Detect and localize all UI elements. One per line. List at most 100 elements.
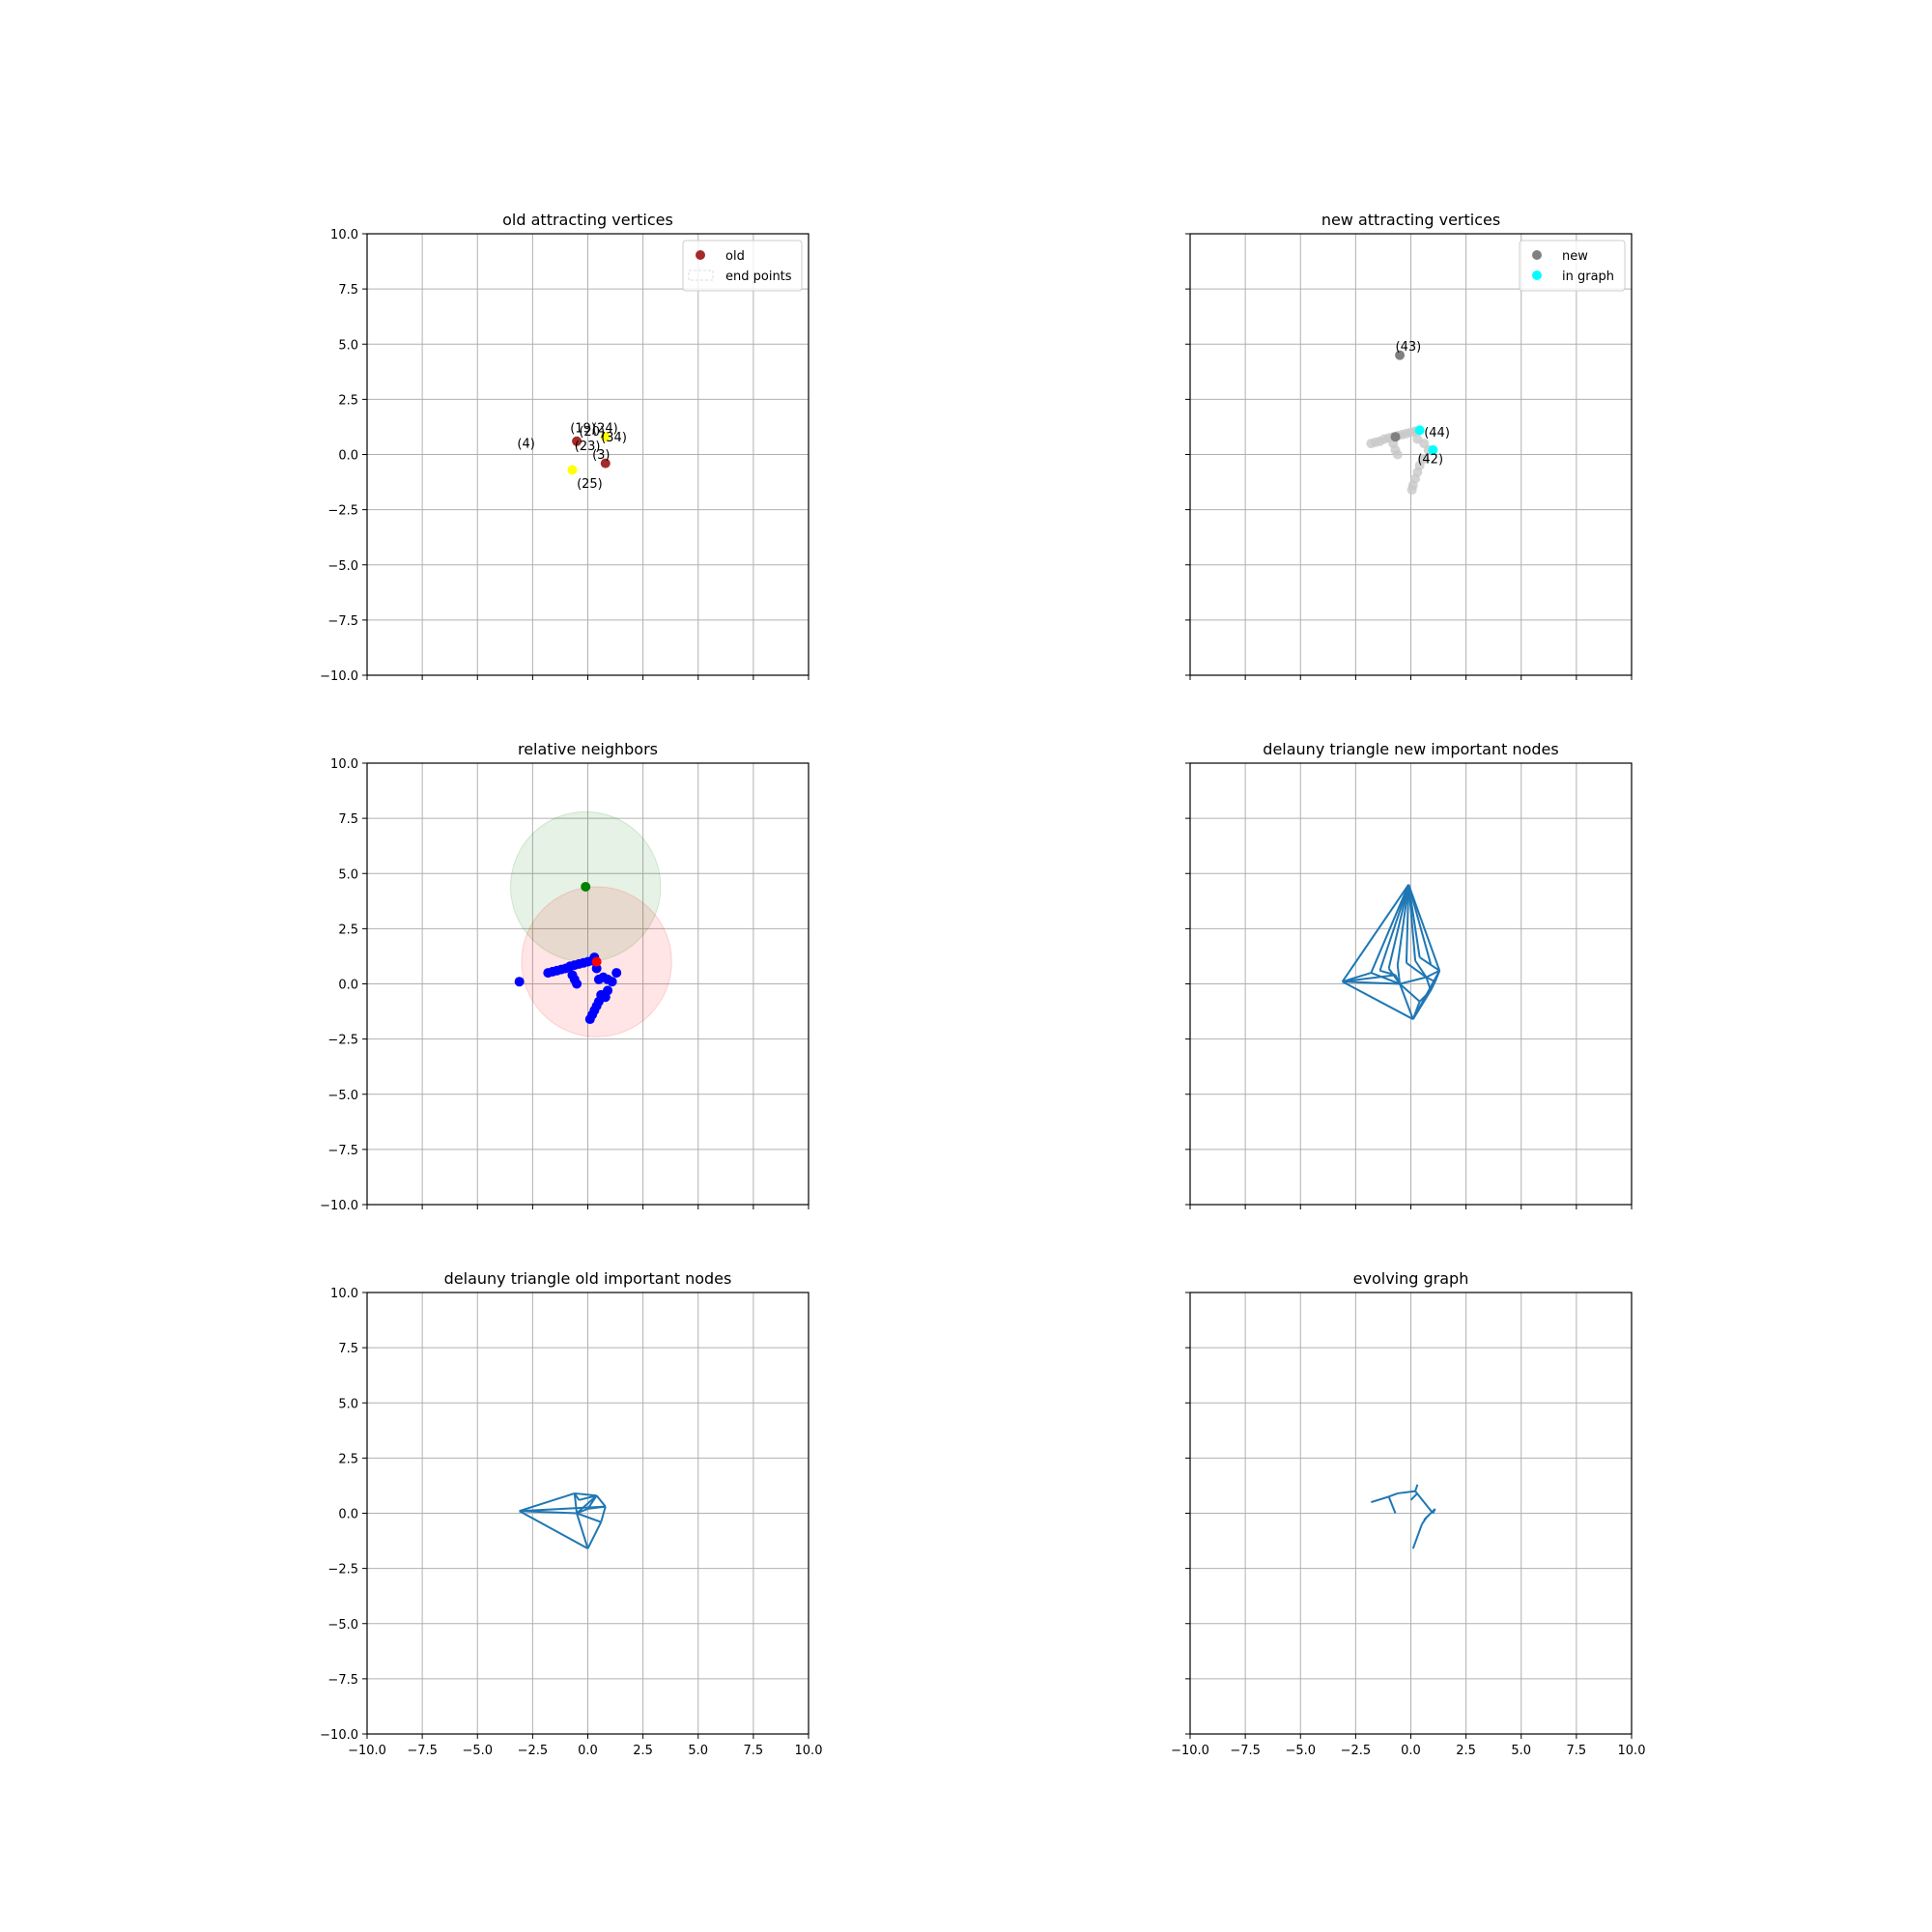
data-point — [591, 963, 602, 974]
x-tick-label: −2.5 — [518, 1744, 549, 1758]
graph-edge — [1406, 961, 1428, 979]
graph-edge — [1411, 989, 1432, 1020]
plot-area: (4) (19)(24)(20)(34)(23)(3) (25) — [517, 422, 627, 492]
y-tick-label: 7.5 — [338, 812, 358, 827]
graph-edge — [1388, 1492, 1399, 1498]
graph-edge — [1414, 1491, 1435, 1515]
x-tick-label: 0.0 — [1401, 1744, 1421, 1758]
point-annotation: (19) — [570, 422, 596, 437]
point-annotation: (20) — [579, 425, 605, 440]
data-point — [581, 881, 591, 892]
chart-delauny_new: delauny triangle new important nodes — [1185, 740, 1633, 1209]
chart-title: new attracting vertices — [1321, 211, 1500, 229]
y-tick-label: −10.0 — [320, 1728, 358, 1743]
graph-edge — [1434, 970, 1441, 982]
legend-label: new — [1562, 249, 1588, 264]
graph-edge — [1396, 884, 1410, 966]
graph-edge — [576, 1512, 602, 1523]
point-annotation: (23) — [575, 440, 601, 454]
graph-edge — [1371, 1495, 1389, 1504]
y-tick-label: 5.0 — [338, 338, 358, 353]
graph-edge — [1387, 884, 1410, 969]
graph-edge — [1342, 980, 1414, 1020]
point-annotation: (4) — [517, 438, 534, 452]
y-tick-label: −2.5 — [327, 504, 358, 519]
y-tick-label: −10.0 — [320, 1199, 358, 1213]
graph-edge — [1405, 884, 1410, 963]
data-point — [514, 977, 525, 987]
chart-delauny_old: −10.0−10.0 −7.5 −7.5 −5.0 −5.0 −2.5 −2.5 0.0 0.0… — [320, 1269, 822, 1758]
graph-edge — [1342, 974, 1396, 983]
graph-edge — [1396, 964, 1402, 984]
y-tick-label: 7.5 — [338, 283, 358, 298]
data-point — [593, 974, 604, 984]
legend: new in graph — [1519, 240, 1626, 292]
data-point — [1406, 485, 1417, 496]
graph-edge — [586, 1521, 603, 1549]
chart-evolving_graph: −10.0 −7.5 −5.0 −2.5 0.0 2.5 5.0 7.5 10.0 evolvin… — [1171, 1269, 1645, 1758]
y-tick-label: −5.0 — [327, 1618, 358, 1633]
graph-edge — [1425, 977, 1433, 991]
point-annotation: (44) — [1424, 426, 1450, 440]
graph-edge — [1407, 884, 1433, 965]
data-point — [611, 968, 622, 979]
y-tick-label: −7.5 — [327, 1144, 358, 1158]
point-annotation: (3) — [592, 448, 610, 463]
legend-marker — [1532, 250, 1542, 260]
point-annotation: (25) — [577, 477, 603, 492]
graph-edge — [1407, 884, 1421, 958]
plot-area — [510, 810, 672, 1037]
x-tick-label: −10.0 — [1171, 1744, 1209, 1758]
data-point — [572, 979, 582, 989]
graph-edge — [1414, 959, 1428, 979]
plot-area — [1371, 1484, 1436, 1549]
graph-edge — [1414, 1484, 1419, 1492]
legend: old end points — [682, 240, 803, 292]
point-annotation: (42) — [1417, 453, 1443, 468]
graph-edge — [1341, 884, 1410, 982]
y-tick-label: 10.0 — [330, 228, 358, 242]
chart-title: delauny triangle new important nodes — [1263, 740, 1558, 758]
y-tick-label: 0.0 — [338, 449, 358, 464]
x-tick-label: −5.0 — [1285, 1744, 1316, 1758]
legend-label: end points — [725, 270, 792, 284]
plot-area — [519, 1492, 607, 1549]
y-tick-label: 0.0 — [338, 1508, 358, 1522]
graph-edge — [595, 1494, 607, 1508]
y-tick-label: −5.0 — [327, 1089, 358, 1103]
graph-edge — [1342, 980, 1401, 985]
graph-edge — [1423, 1515, 1430, 1521]
data-point — [600, 432, 611, 442]
legend-marker — [696, 250, 705, 260]
graph-edge — [519, 1510, 588, 1549]
graph-edge — [1411, 1523, 1423, 1549]
data-point — [607, 977, 617, 987]
x-tick-label: −7.5 — [407, 1744, 438, 1758]
x-tick-label: 10.0 — [795, 1744, 823, 1758]
graph-edge — [573, 1492, 579, 1514]
data-point — [1390, 432, 1401, 442]
y-tick-label: 5.0 — [338, 867, 358, 882]
graph-edge — [1387, 1495, 1397, 1514]
y-tick-label: −7.5 — [327, 1673, 358, 1688]
graph-edge — [576, 1513, 589, 1549]
x-tick-label: 5.0 — [1511, 1744, 1531, 1758]
chart-title: evolving graph — [1353, 1269, 1469, 1288]
chart-title: delauny triangle old important nodes — [444, 1269, 732, 1288]
graph-edge — [1426, 969, 1440, 979]
y-tick-label: 2.5 — [338, 1452, 358, 1466]
x-tick-label: 5.0 — [688, 1744, 708, 1758]
plot-area: (43) (44) (42) — [1366, 340, 1450, 496]
data-point — [567, 465, 578, 475]
x-tick-label: 7.5 — [744, 1744, 764, 1758]
graph-edge — [1378, 884, 1410, 972]
legend-box — [1519, 240, 1626, 292]
graph-edge — [1409, 1492, 1419, 1501]
y-tick-label: 2.5 — [338, 393, 358, 408]
chart-new_attracting: (43) (44) (42) new attracting vertices new in… — [1185, 211, 1633, 680]
graph-edge — [574, 1492, 597, 1497]
y-tick-label: −10.0 — [320, 669, 358, 684]
y-tick-label: 7.5 — [338, 1342, 358, 1356]
